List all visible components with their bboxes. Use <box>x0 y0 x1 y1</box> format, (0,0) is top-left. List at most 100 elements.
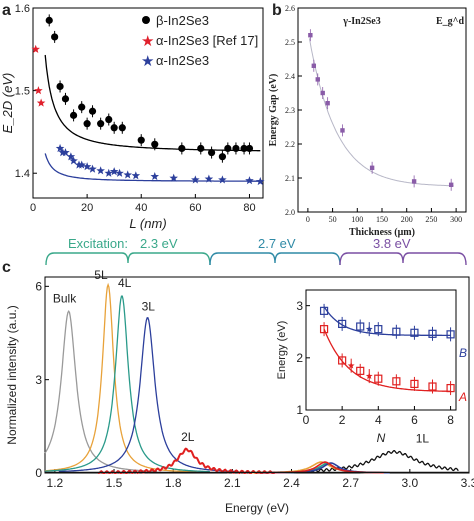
panel-a-point-beta <box>45 16 53 24</box>
panel-c-xtick-label: 3.3 <box>461 476 474 490</box>
panel-c-chart: 1.2 1.5 1.8 2.1 2.4 2.7 3.0 3.3 0 3 6 Bulk 5L 4L 3L 2L… <box>5 268 474 515</box>
inset-xtick-label: 8 <box>447 413 454 427</box>
curve-label-4l: 4L <box>118 276 132 290</box>
panel-b-xtick-label: 0 <box>306 215 310 224</box>
panel-a-fit-alpha <box>44 153 261 182</box>
panel-b-point <box>325 101 330 106</box>
bracket-label-2p7ev: 2.7 eV <box>258 236 296 251</box>
inset-point-b <box>319 306 329 315</box>
inset-ytick-label: 3 <box>296 299 303 313</box>
inset-point-b <box>374 325 383 334</box>
panel-b-xtick-label: 100 <box>351 215 363 224</box>
panel-a-point-alpha <box>169 173 178 182</box>
panel-c-inset: 0 2 4 6 8 1 2 3 N Energy (eV) B A <box>276 289 467 445</box>
panel-a-point-ref17 <box>36 98 46 107</box>
panel-a-point-alpha <box>96 166 105 175</box>
panel-a-point-beta <box>56 82 64 91</box>
inset-series-label-b: B <box>459 346 467 360</box>
panel-a-ylabel: E_2D (eV) <box>0 73 15 134</box>
panel-a-xtick-label: 0 <box>30 202 36 214</box>
panel-label-c: c <box>2 259 11 276</box>
inset-point-b <box>356 322 365 331</box>
panel-a-point-alpha <box>61 148 70 157</box>
curve-label-1l: 1L <box>416 432 430 446</box>
panel-a-point-alpha <box>55 143 65 153</box>
panel-b-xtick-label: 250 <box>425 215 437 224</box>
panel-b-ytick-label: 2.0 <box>285 208 295 217</box>
inset-ylabel: Energy (eV) <box>276 321 288 380</box>
inset-point-b <box>446 330 455 339</box>
panel-c-xlabel: Energy (eV) <box>225 501 289 515</box>
panel-a-point-alpha <box>109 167 119 176</box>
panel-a-point-beta <box>224 144 232 153</box>
panel-a-ytick-label: 1.6 <box>15 3 30 15</box>
legend-marker-beta <box>142 16 150 24</box>
panel-a-point-alpha <box>218 175 227 184</box>
panel-a-point-alpha <box>77 160 86 169</box>
panel-a-point-beta <box>232 144 240 153</box>
panel-a-point-beta <box>51 33 59 41</box>
inset-point-a <box>347 362 355 369</box>
panel-a-xtick-label: 60 <box>189 202 201 214</box>
panel-c-ytick-label: 6 <box>35 280 42 294</box>
inset-frame <box>305 289 457 411</box>
curve-4l <box>44 295 210 473</box>
panel-a-point-beta <box>83 120 91 128</box>
panel-b-fit <box>308 38 454 187</box>
inset-point-a <box>446 383 455 393</box>
panel-a-point-alpha <box>191 175 200 184</box>
inset-point-b <box>338 319 347 329</box>
curve-bulk <box>44 309 157 473</box>
inset-ytick-label: 1 <box>296 403 303 417</box>
panel-a-point-beta <box>110 124 118 132</box>
panel-b-title: γ-In2Se3 <box>342 16 380 27</box>
panel-a-point-beta <box>61 95 70 103</box>
panel-b-point <box>311 63 317 68</box>
panel-c-xtick-label: 3.0 <box>401 476 418 490</box>
panel-a-xtick-label: 80 <box>243 202 255 214</box>
panel-b-ytick-label: 2.3 <box>285 106 295 115</box>
inset-xtick-label: 4 <box>375 413 382 427</box>
inset-point-a <box>319 325 329 334</box>
panel-b-ytick-label: 2.4 <box>285 72 295 81</box>
inset-point-b <box>365 325 373 333</box>
panel-a-point-alpha <box>69 156 78 165</box>
panel-a-ytick-label: 1.5 <box>15 85 30 97</box>
panel-b-point <box>448 182 454 187</box>
panel-a-xtick-label: 40 <box>135 202 147 214</box>
panel-a-point-alpha <box>150 172 160 181</box>
inset-ytick-label: 2 <box>296 351 303 365</box>
panel-b-ytick-label: 2.6 <box>285 4 295 13</box>
panel-b-xtick-label: 50 <box>329 215 337 224</box>
panel-b-xlabel: Thickness (μm) <box>349 227 415 238</box>
panel-a-point-beta <box>78 103 86 111</box>
legend-marker-alpha: ★ <box>141 53 154 70</box>
panel-a-ytick-label: 1.4 <box>15 168 30 180</box>
legend-marker-ref17: ★ <box>141 33 154 50</box>
panel-c-ytick-label: 0 <box>35 466 42 480</box>
inset-point-a <box>428 382 437 391</box>
panel-b-ytick-label: 2.5 <box>285 38 295 47</box>
inset-xtick-label: 2 <box>339 413 346 427</box>
panel-c-xtick-label: 1.5 <box>106 476 123 490</box>
panel-a-xtick-label: 20 <box>81 202 93 214</box>
panel-a-point-alpha <box>245 176 254 185</box>
inset-point-b <box>410 328 419 337</box>
panel-b-point <box>340 128 345 133</box>
panel-a-point-beta <box>178 144 186 153</box>
bracket-2p3ev <box>45 252 211 266</box>
bracket-2p7ev <box>209 252 341 266</box>
inset-point-a <box>374 374 383 383</box>
panel-a-frame <box>32 7 264 199</box>
inset-point-a <box>410 379 419 389</box>
panel-c-xtick-label: 2.1 <box>224 476 241 490</box>
excitation-brackets: Excitation: 2.3 eV 2.7 eV 3.8 eV <box>45 236 467 266</box>
inset-point-a <box>338 356 347 365</box>
inset-series-label-a: A <box>458 390 467 404</box>
bracket-label-3p8ev: 3.8 eV <box>373 236 411 251</box>
panel-a-xlabel: L (nm) <box>129 216 166 231</box>
excitation-label: Excitation: <box>68 236 128 251</box>
inset-xlabel: N <box>377 431 386 445</box>
curve-5l <box>44 282 197 473</box>
panel-a-point-alpha <box>131 171 141 180</box>
